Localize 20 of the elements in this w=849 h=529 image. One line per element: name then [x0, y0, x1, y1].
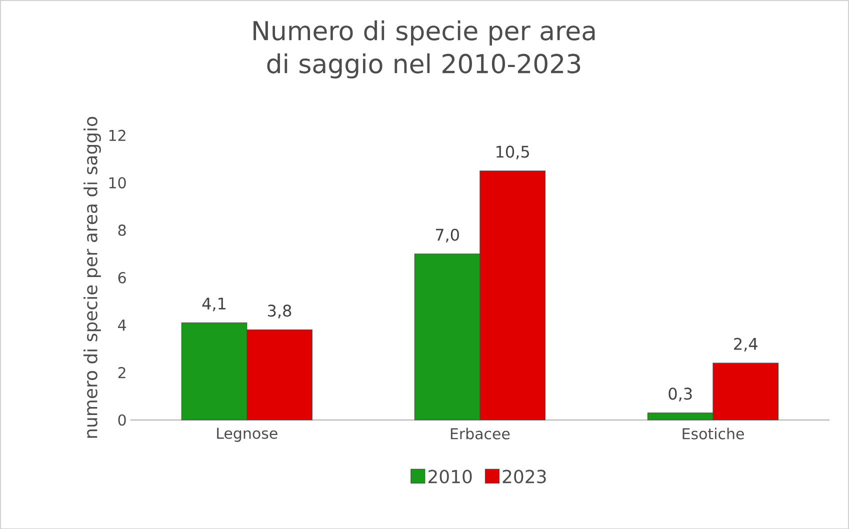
y-tick-label: 8	[118, 224, 126, 236]
data-label: 3,8	[268, 304, 292, 318]
data-label: 4,1	[202, 298, 226, 312]
data-label: 0,3	[668, 387, 692, 402]
y-tick-label: 6	[118, 272, 126, 284]
y-tick-label: 0	[118, 414, 126, 426]
data-label: 7,0	[436, 228, 459, 242]
y-axis-title: numero di specie per area di saggio	[84, 116, 101, 438]
data-label: 2,4	[734, 338, 758, 352]
x-tick-label: Erbacee	[450, 428, 510, 440]
x-tick-label: Legnose	[217, 428, 278, 442]
chart-title: Numero di specie per area di saggio nel 2010-2023	[254, 20, 595, 78]
y-tick-label: 12	[109, 130, 126, 141]
data-label: 10,5	[496, 145, 529, 160]
legend-label: 2010	[428, 470, 472, 484]
y-tick-label: 4	[118, 319, 126, 330]
legend-label: 2023	[502, 470, 546, 484]
y-tick-label: 2	[118, 366, 126, 378]
x-tick-label: Esotiche	[682, 428, 744, 440]
y-tick-label: 10	[109, 176, 126, 188]
